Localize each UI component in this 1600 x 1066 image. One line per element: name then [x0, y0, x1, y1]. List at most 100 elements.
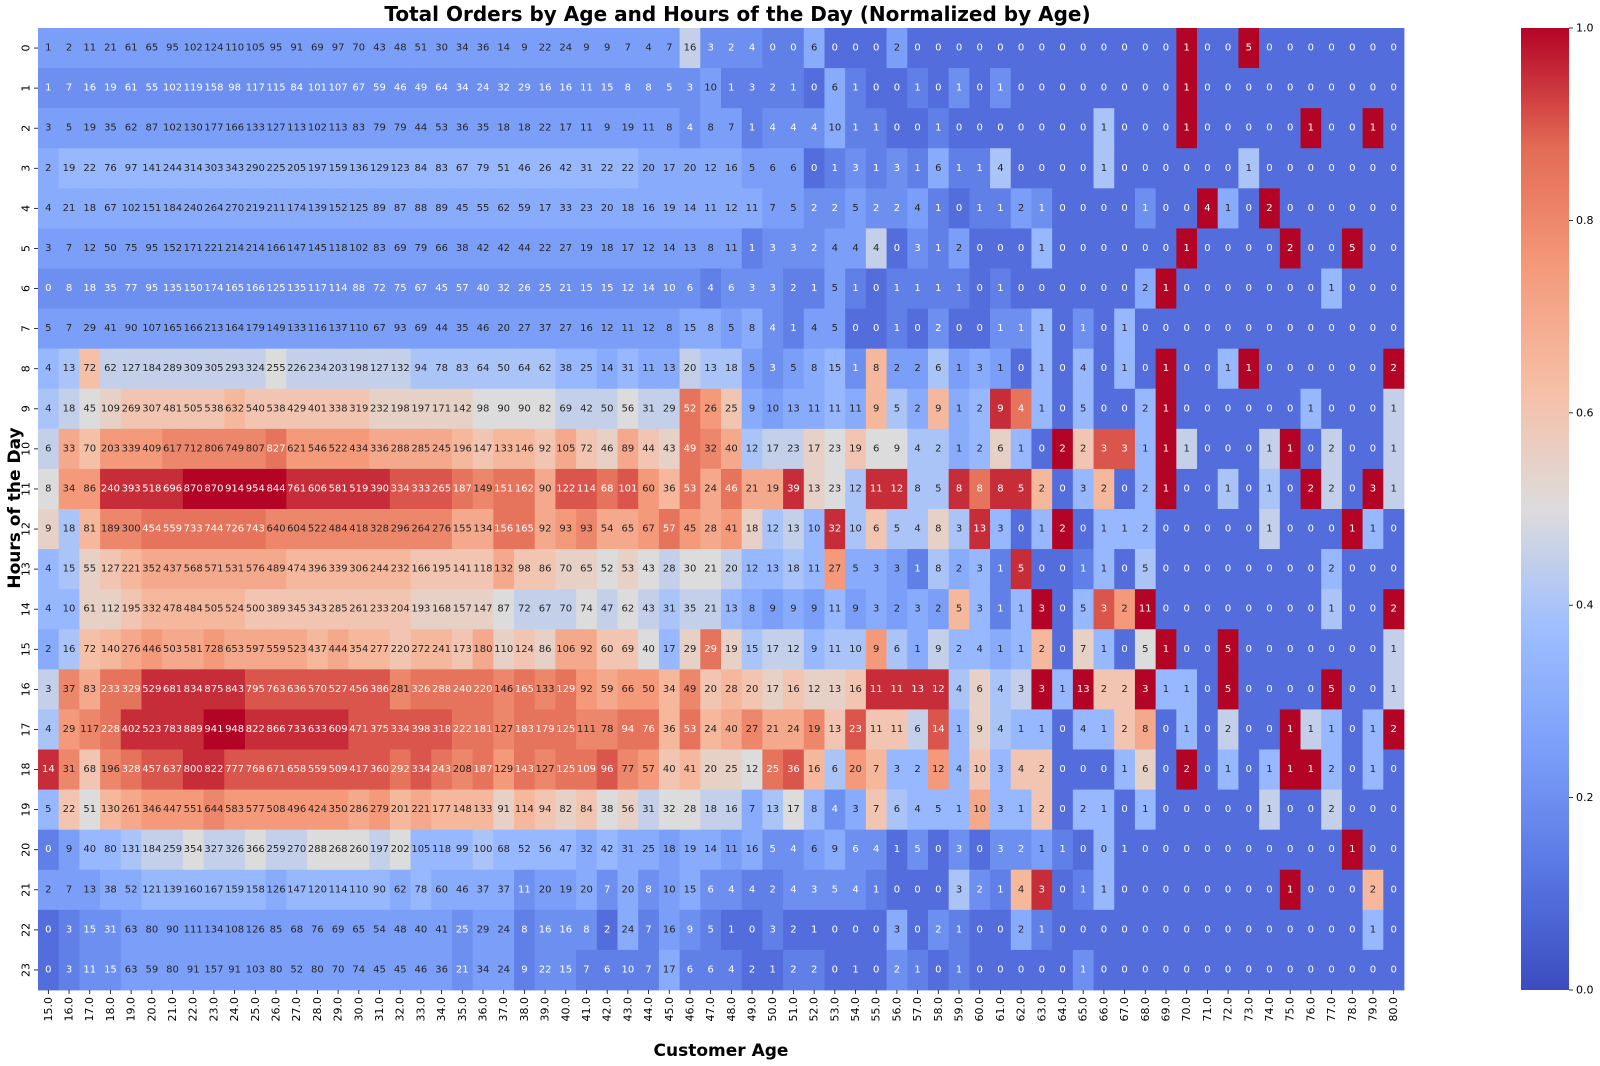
cell-value-label: 244 [163, 163, 182, 174]
heatmap-cell [803, 468, 825, 510]
cell-value-label: 23 [828, 443, 841, 454]
cell-value-label: 5 [728, 323, 734, 334]
cell-value-label: 94 [415, 363, 428, 374]
cell-value-label: 83 [456, 363, 469, 374]
x-tick-label: 15.0 [42, 997, 55, 1022]
cell-value-label: 1 [935, 203, 941, 214]
heatmap-cell [1300, 228, 1322, 269]
x-tick-label: 39.0 [539, 997, 552, 1022]
cell-value-label: 2 [1142, 524, 1148, 535]
cell-value-label: 1 [914, 83, 920, 94]
cell-value-label: 0 [1039, 163, 1045, 174]
y-tick-label: 19 [20, 803, 33, 817]
cell-value-label: 142 [453, 403, 472, 414]
cell-value-label: 0 [1328, 884, 1334, 895]
cell-value-label: 7 [645, 964, 651, 975]
cell-value-label: 16 [83, 83, 96, 94]
cell-value-label: 503 [163, 644, 182, 655]
cell-value-label: 9 [770, 604, 776, 615]
cell-value-label: 127 [101, 564, 120, 575]
cell-value-label: 0 [1204, 524, 1210, 535]
x-tick-label: 70.0 [1180, 997, 1193, 1022]
cell-value-label: 15 [559, 964, 572, 975]
cell-value-label: 7 [66, 323, 72, 334]
heatmap-cell [1321, 188, 1343, 229]
heatmap-cell [58, 148, 80, 189]
cell-value-label: 1 [997, 203, 1003, 214]
cell-value-label: 16 [849, 684, 862, 695]
cell-value-label: 243 [432, 764, 451, 775]
cell-value-label: 1 [790, 83, 796, 94]
cell-value-label: 67 [539, 604, 552, 615]
x-tick-label: 75.0 [1284, 997, 1297, 1022]
heatmap-cell [990, 308, 1012, 350]
cell-value-label: 9 [66, 844, 72, 855]
cell-value-label: 538 [266, 403, 285, 414]
cell-value-label: 205 [287, 163, 306, 174]
cell-value-label: 366 [246, 844, 265, 855]
cell-value-label: 94 [539, 804, 552, 815]
cell-value-label: 1 [1121, 764, 1127, 775]
cell-value-label: 4 [749, 884, 755, 895]
cell-value-label: 0 [1039, 83, 1045, 94]
cell-value-label: 2 [770, 884, 776, 895]
cell-value-label: 42 [601, 844, 614, 855]
cell-value-label: 9 [873, 403, 879, 414]
cell-value-label: 0 [1349, 83, 1355, 94]
heatmap-cell [783, 188, 805, 229]
cell-value-label: 102 [163, 83, 182, 94]
heatmap-cell [493, 68, 515, 109]
cell-value-label: 1 [770, 964, 776, 975]
heatmap-cell [182, 148, 204, 189]
cell-value-label: 0 [1059, 804, 1065, 815]
cell-value-label: 0 [1039, 443, 1045, 454]
cell-value-label: 8 [645, 884, 651, 895]
cell-value-label: 571 [204, 564, 223, 575]
heatmap-cell [410, 388, 432, 430]
cell-value-label: 0 [873, 964, 879, 975]
cell-value-label: 8 [66, 283, 72, 294]
cell-value-label: 38 [456, 243, 469, 254]
cell-value-label: 332 [142, 604, 161, 615]
cell-value-label: 4 [1080, 363, 1086, 374]
cell-value-label: 49 [684, 684, 697, 695]
cell-value-label: 2 [894, 203, 900, 214]
heatmap-cell [1072, 268, 1094, 309]
heatmap-cell [721, 28, 743, 69]
cell-value-label: 14 [684, 203, 697, 214]
heatmap-cell [472, 68, 494, 109]
cell-value-label: 4 [1080, 724, 1086, 735]
cell-value-label: 16 [559, 924, 572, 935]
cell-value-label: 80 [104, 844, 117, 855]
cell-value-label: 0 [1163, 564, 1169, 575]
heatmap-cell [1010, 428, 1032, 470]
cell-value-label: 15 [83, 924, 96, 935]
heatmap-cell [141, 68, 163, 109]
cell-value-label: 98 [518, 564, 531, 575]
heatmap-cell [824, 28, 846, 69]
cell-value-label: 166 [411, 564, 430, 575]
heatmap-cell [1383, 228, 1405, 269]
cell-value-label: 7 [873, 764, 879, 775]
cell-value-label: 8 [583, 924, 589, 935]
heatmap-cell [1052, 108, 1074, 149]
heatmap-cell [1155, 148, 1177, 189]
heatmap-cell [990, 228, 1012, 269]
cell-value-label: 0 [1225, 283, 1231, 294]
cell-value-label: 11 [580, 83, 593, 94]
heatmap-cell [658, 228, 681, 269]
cell-value-label: 0 [977, 844, 983, 855]
heatmap-cell [1031, 28, 1053, 69]
cell-value-label: 26 [704, 403, 717, 414]
cell-value-label: 0 [1287, 283, 1293, 294]
cell-value-label: 35 [477, 123, 490, 134]
cell-value-label: 0 [1349, 483, 1355, 494]
cell-value-label: 5 [956, 604, 962, 615]
heatmap-cell [307, 68, 329, 109]
heatmap-cell [58, 268, 80, 309]
cell-value-label: 447 [163, 804, 182, 815]
heatmap-cell [514, 468, 536, 510]
cell-value-label: 3 [770, 363, 776, 374]
cell-value-label: 162 [515, 483, 534, 494]
x-tick-label: 65.0 [1077, 997, 1090, 1022]
